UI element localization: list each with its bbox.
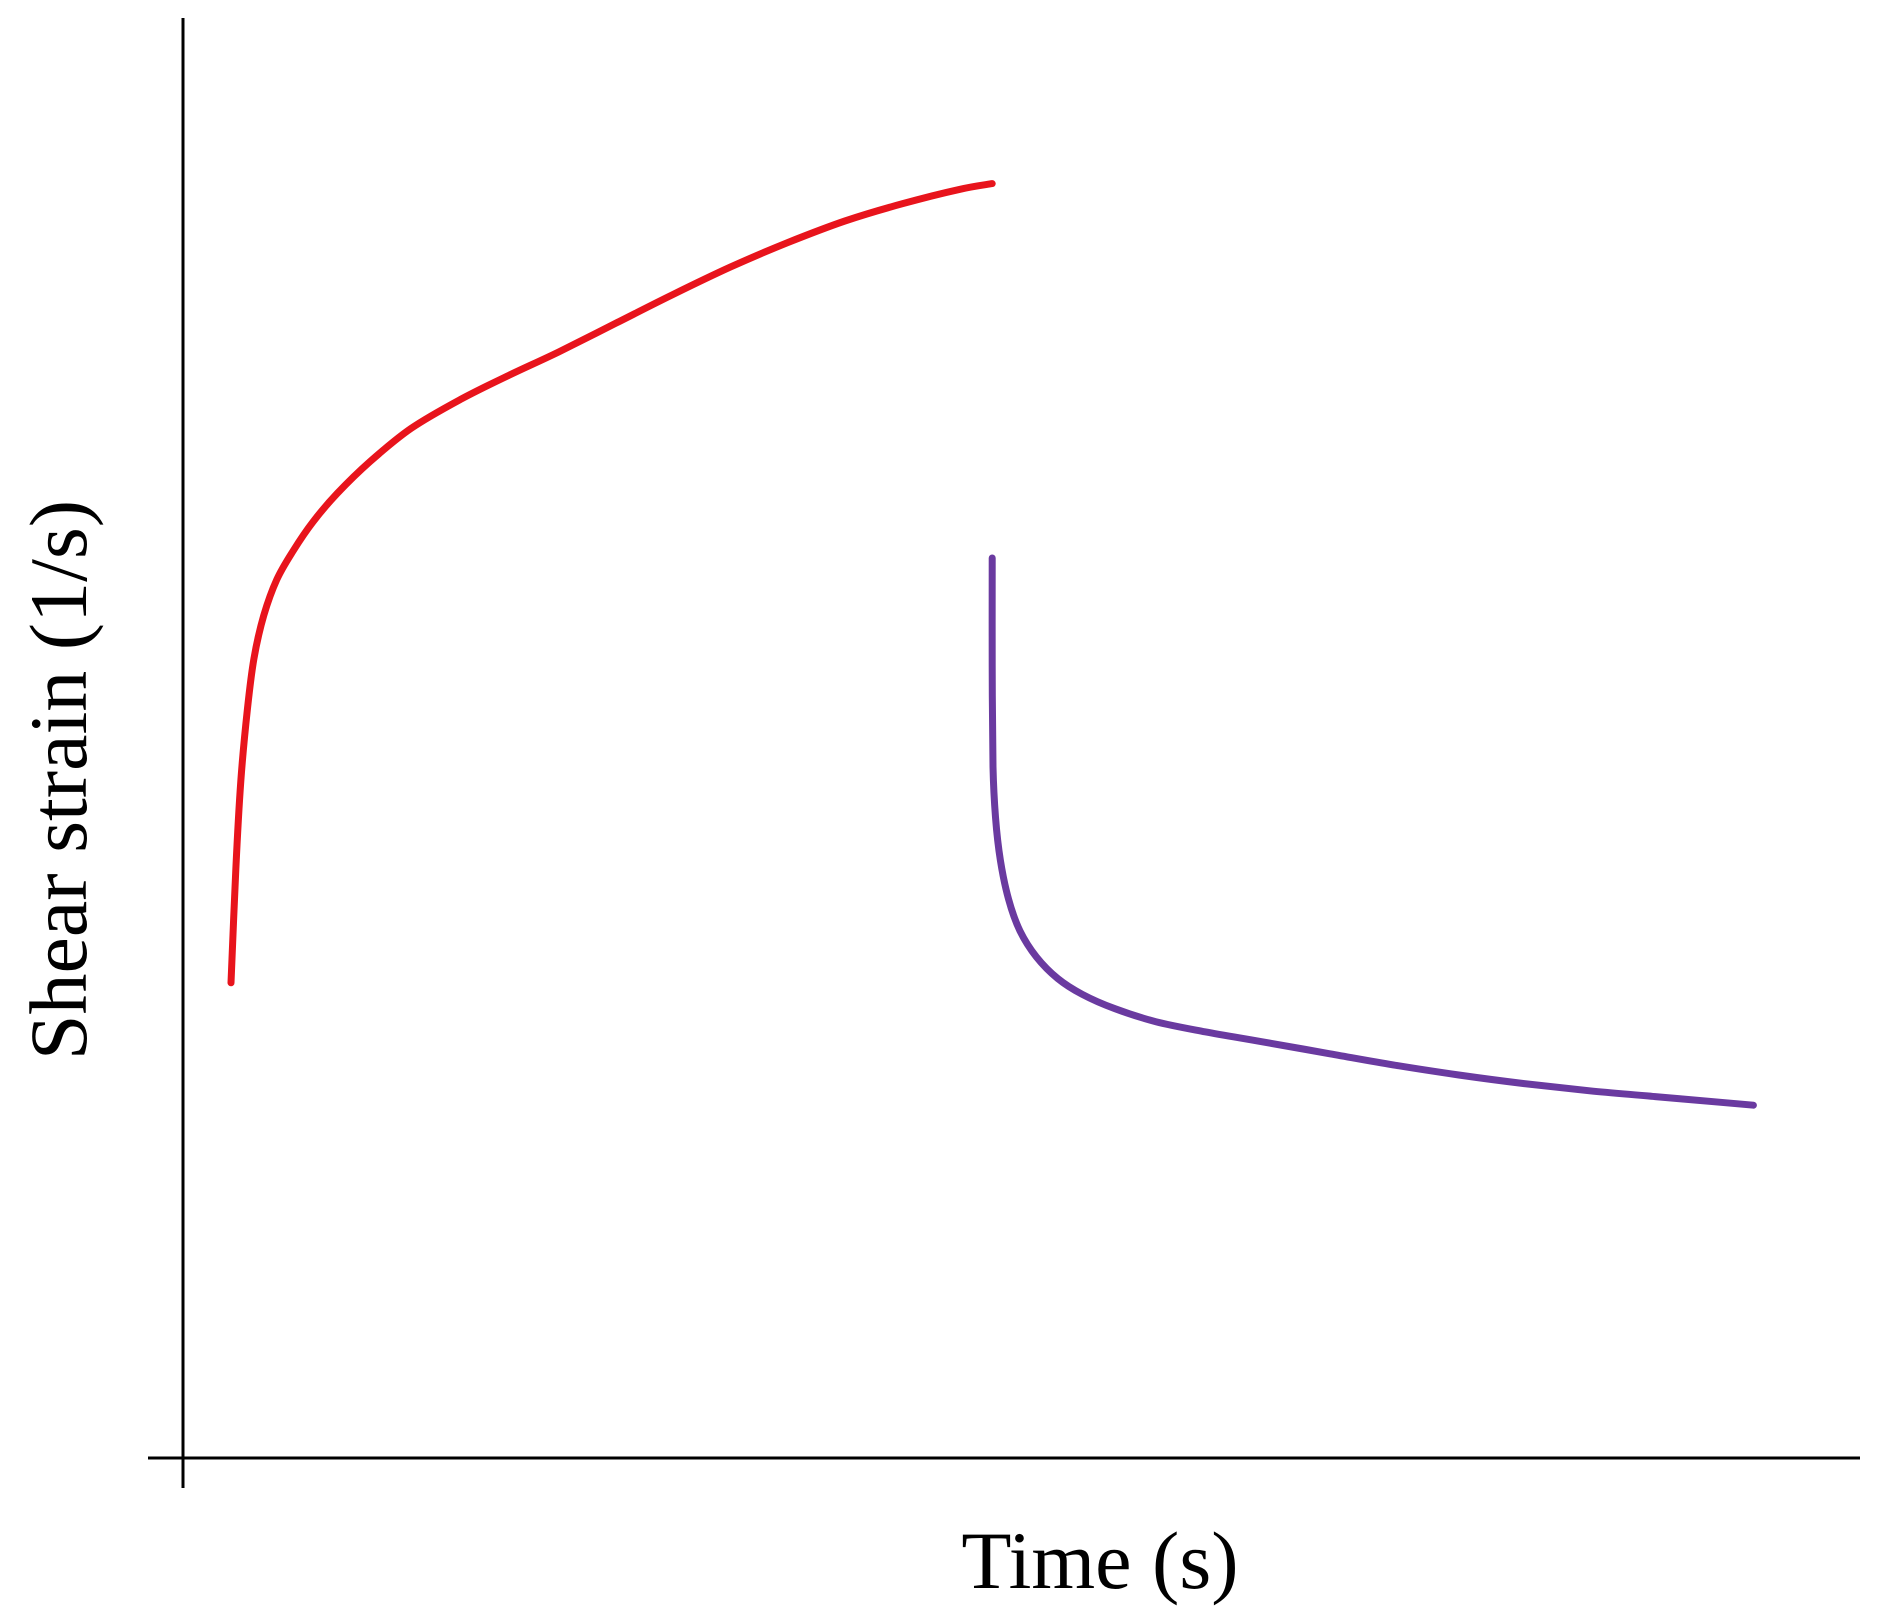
x-axis-label: Time (s) [961,1515,1238,1606]
series-line-1 [227,180,996,987]
y-axis-label: Shear strain (1/s) [13,500,104,1060]
series-line-2 [988,554,1757,1109]
series-layer [227,180,1757,1109]
